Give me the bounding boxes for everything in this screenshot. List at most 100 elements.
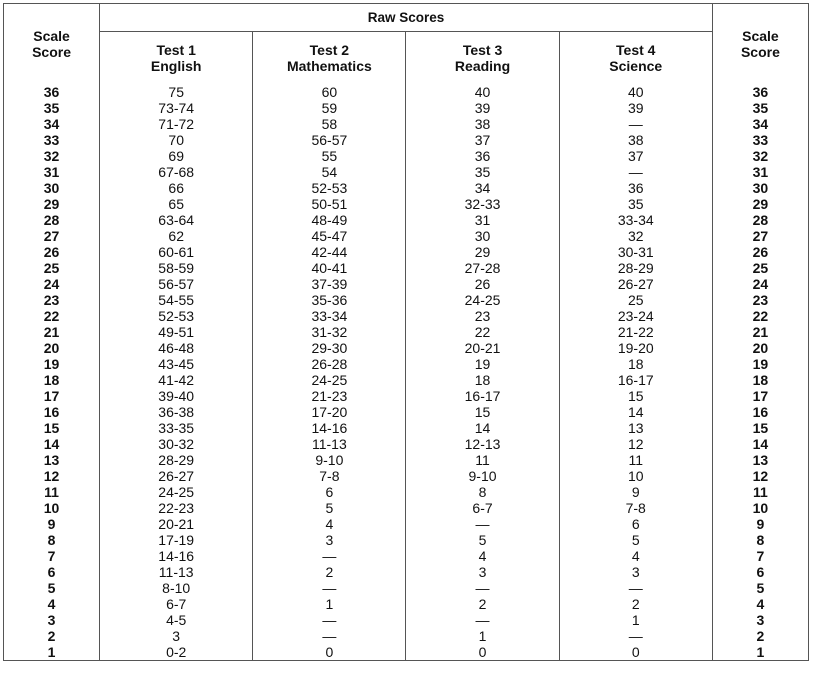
table-cell: 52-53: [311, 180, 348, 196]
table-cell: 24-25: [311, 372, 348, 388]
table-cell: 75: [168, 84, 184, 100]
table-cell: 33: [752, 132, 769, 148]
table-cell: 7-8: [625, 500, 646, 516]
table-cell: 30-31: [617, 244, 654, 260]
table-cell: 36-38: [158, 404, 195, 420]
table-cell: 34: [752, 116, 769, 132]
header-line: Scale: [33, 28, 70, 44]
table-cell: 67-68: [158, 164, 195, 180]
table-cell: 19: [752, 356, 769, 372]
table-cell: 11: [628, 452, 643, 468]
header-line: Reading: [454, 58, 511, 74]
table-cell: 60-61: [158, 244, 195, 260]
table-cell: 1: [47, 644, 56, 660]
table-cell: 29: [474, 244, 491, 260]
table-cell: 8: [47, 532, 56, 548]
table-cell: 2: [756, 628, 765, 644]
table-cell: 3: [47, 612, 56, 628]
table-cell: 19: [43, 356, 60, 372]
table-cell: 56-57: [311, 132, 348, 148]
table-cell: 15: [474, 404, 491, 420]
table-cell: 30-32: [158, 436, 195, 452]
table-cell: 36: [474, 148, 491, 164]
table-cell: 24: [752, 276, 769, 292]
table-cell: 9: [47, 516, 56, 532]
table-cell: 32: [752, 148, 769, 164]
table-cell: 1: [478, 628, 487, 644]
table-cell: 6: [756, 564, 765, 580]
table-cell: 17-20: [311, 404, 348, 420]
header-line: Mathematics: [286, 58, 372, 74]
table-cell: 8: [478, 484, 487, 500]
table-cell: 12-13: [464, 436, 501, 452]
table-cell: 16: [43, 404, 60, 420]
table-cell: 69: [168, 148, 184, 164]
reading-column: 40 39 38 37 36 35 34 32-33 31 30 29 27-28 26 24-25 23 2…: [405, 84, 560, 661]
table-cell: 34: [474, 180, 491, 196]
table-cell: 33-34: [311, 308, 348, 324]
table-cell: 35: [752, 100, 769, 116]
table-cell: 24-25: [464, 292, 501, 308]
table-cell: 0-2: [166, 644, 187, 660]
table-cell: 25: [43, 260, 60, 276]
table-cell: 21: [43, 324, 60, 340]
table-cell: 21-22: [617, 324, 654, 340]
table-cell: 70: [168, 132, 184, 148]
science-header: Test 4 Science: [558, 31, 713, 84]
table-cell: 20: [752, 340, 769, 356]
table-cell: —: [322, 548, 337, 564]
table-cell: 48-49: [311, 212, 348, 228]
table-cell: 39: [474, 100, 491, 116]
table-cell: —: [628, 116, 643, 132]
table-cell: 50-51: [311, 196, 348, 212]
table-cell: 26: [43, 244, 60, 260]
table-cell: 52-53: [158, 308, 195, 324]
table-cell: 26: [752, 244, 769, 260]
table-cell: 32: [43, 148, 60, 164]
table-cell: 9: [756, 516, 765, 532]
table-cell: 14: [474, 420, 491, 436]
mathematics-column: 60 59 58 56-57 55 54 52-53 50-51 48-49 45-47 42-44…: [252, 84, 407, 661]
table-cell: 19-20: [617, 340, 654, 356]
science-column: 40 39—38 37—36 35 33-34 32 30-31 28-29 26-27 25 23…: [558, 84, 713, 661]
table-cell: 54-55: [158, 292, 195, 308]
table-cell: —: [628, 580, 643, 596]
table-cell: 59: [321, 100, 338, 116]
table-cell: 9-10: [315, 452, 344, 468]
table-cell: 21-23: [311, 388, 348, 404]
table-cell: 30: [43, 180, 60, 196]
table-cell: 31: [474, 212, 491, 228]
table-cell: 37: [627, 148, 644, 164]
table-cell: 73-74: [158, 100, 195, 116]
table-cell: 26: [474, 276, 491, 292]
table-cell: 28-29: [617, 260, 654, 276]
table-cell: 39: [627, 100, 644, 116]
table-cell: 14: [627, 404, 644, 420]
table-cell: —: [628, 628, 643, 644]
table-cell: —: [322, 612, 337, 628]
mathematics-header: Test 2 Mathematics: [252, 31, 407, 84]
table-cell: 56-57: [158, 276, 195, 292]
table-cell: 20-21: [158, 516, 195, 532]
table-cell: 28: [43, 212, 60, 228]
table-cell: 14-16: [158, 548, 195, 564]
header-line: Score: [740, 44, 780, 60]
table-cell: 15: [43, 420, 60, 436]
table-cell: 27: [752, 228, 769, 244]
table-cell: 14: [43, 436, 60, 452]
table-cell: 11: [44, 484, 59, 500]
table-cell: 2: [47, 628, 56, 644]
left-scale-score-column: 36 35 34 33 32 31 30 29 28 27 26 25 24 23 22 21 20 19 18 17…: [2, 84, 101, 661]
table-cell: 0: [631, 644, 640, 660]
table-cell: 29: [43, 196, 60, 212]
table-cell: 54: [321, 164, 338, 180]
table-cell: 5: [325, 500, 334, 516]
table-cell: 18: [627, 356, 644, 372]
table-cell: 16-17: [464, 388, 501, 404]
table-cell: 1: [325, 596, 334, 612]
table-cell: 23: [43, 292, 60, 308]
table-cell: 18: [752, 372, 769, 388]
table-cell: 32: [627, 228, 644, 244]
table-cell: 46-48: [158, 340, 195, 356]
table-cell: 4: [478, 548, 487, 564]
